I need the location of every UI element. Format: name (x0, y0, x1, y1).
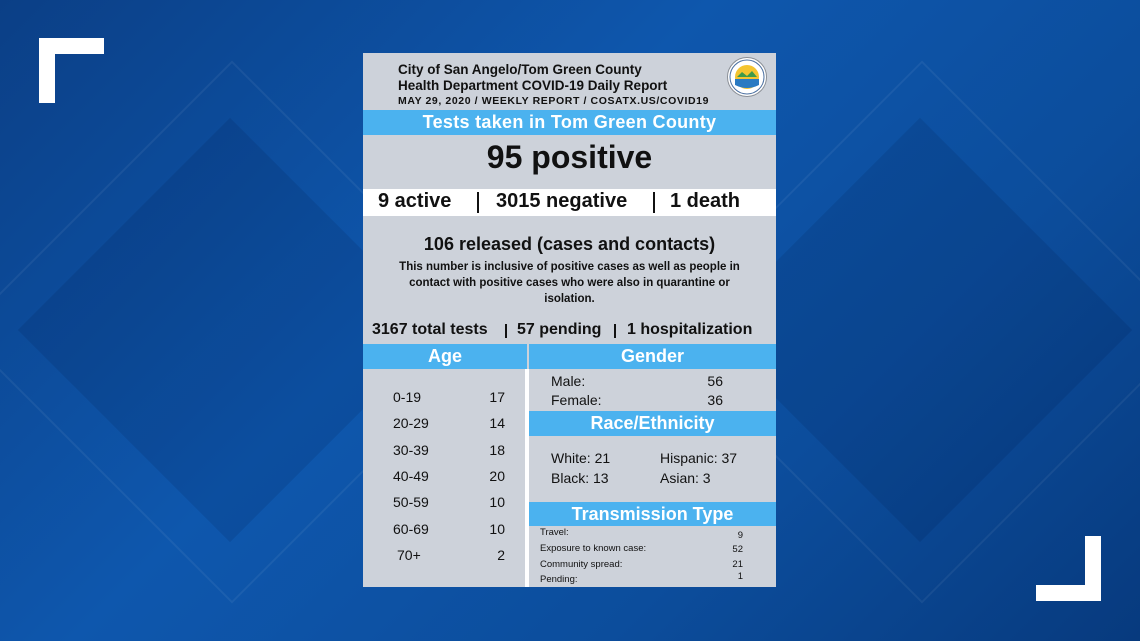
race-white: White: 21 (551, 450, 611, 466)
death-count: 1 death (670, 190, 741, 212)
report-date-line: MAY 29, 2020 / WEEKLY REPORT / COSATX.US… (398, 95, 710, 107)
race-banner: Race/Ethnicity (529, 411, 776, 436)
race-hispanic: Hispanic: 37 (660, 450, 738, 466)
age-row-label: 30-39 (393, 442, 429, 458)
transmission-row-label: Pending: (540, 574, 578, 585)
gender-banner: Gender (529, 344, 776, 369)
released-count: 106 released (cases and contacts) (423, 234, 716, 254)
transmission-row-label: Exposure to known case: (540, 543, 647, 554)
hospitalization-count: 1 hospitalization (627, 321, 753, 338)
transmission-row-label: Community spread: (540, 559, 623, 570)
status-separator (653, 192, 655, 213)
covid-report-card: City of San Angelo/Tom Green County Heal… (363, 53, 776, 587)
age-row-value: 18 (489, 442, 505, 458)
age-row-value: 17 (489, 389, 505, 405)
total-tests: 3167 total tests (372, 321, 488, 338)
transmission-row-value: 21 (732, 559, 743, 570)
age-row-value: 10 (489, 494, 505, 510)
totals-separator (614, 324, 616, 338)
column-divider (525, 369, 529, 587)
transmission-row-value: 9 (737, 530, 743, 541)
age-row-value: 14 (489, 415, 505, 431)
age-row-value: 20 (489, 468, 505, 484)
released-note: This number is inclusive of positive cas… (399, 261, 740, 305)
totals-separator (505, 324, 507, 338)
totals-row: 3167 total tests 57 pending 1 hospitaliz… (363, 320, 776, 342)
corner-bracket-top-left (39, 38, 104, 103)
city-seal-logo (727, 57, 767, 97)
transmission-row-value: 1 (737, 571, 743, 582)
report-title-line2: Health Department COVID-19 Daily Report (398, 78, 668, 93)
age-row-value: 2 (497, 547, 505, 563)
gender-female-value: 36 (707, 392, 723, 408)
transmission-row-value: 52 (732, 544, 743, 555)
gender-male-value: 56 (707, 373, 723, 389)
race-asian: Asian: 3 (660, 470, 711, 486)
corner-bracket-bottom-right (1036, 536, 1101, 601)
age-row-label: 40-49 (393, 468, 429, 484)
gender-male-label: Male: (551, 373, 586, 389)
negative-count: 3015 negative (496, 190, 628, 212)
transmission-banner: Transmission Type (529, 502, 776, 526)
status-row: 9 active 3015 negative 1 death (363, 189, 776, 216)
age-banner: Age (363, 344, 527, 369)
pending-count: 57 pending (517, 321, 602, 338)
age-row-label: 20-29 (393, 415, 429, 431)
transmission-row-label: Travel: (540, 527, 569, 538)
age-row-label: 0-19 (393, 389, 422, 405)
positive-count: 95 positive (486, 139, 653, 175)
age-row-value: 10 (489, 521, 505, 537)
age-row-label: 50-59 (393, 494, 429, 510)
tests-banner: Tests taken in Tom Green County (363, 110, 776, 135)
age-row-label: 70+ (397, 547, 421, 563)
report-title-line1: City of San Angelo/Tom Green County (398, 62, 642, 77)
status-separator (477, 192, 479, 213)
race-black: Black: 13 (551, 470, 609, 486)
age-row-label: 60-69 (393, 521, 429, 537)
gender-female-label: Female: (551, 392, 602, 408)
active-count: 9 active (378, 190, 452, 212)
